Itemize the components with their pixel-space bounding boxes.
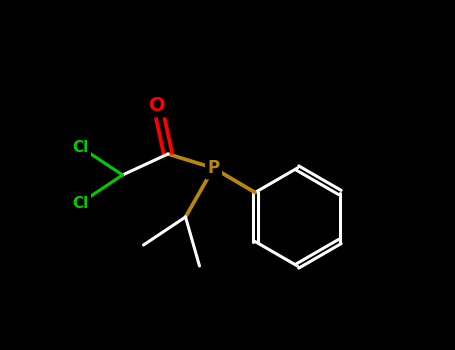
Text: O: O bbox=[149, 96, 166, 114]
Text: Cl: Cl bbox=[72, 140, 89, 154]
Text: Cl: Cl bbox=[72, 196, 89, 210]
Text: P: P bbox=[207, 159, 220, 177]
